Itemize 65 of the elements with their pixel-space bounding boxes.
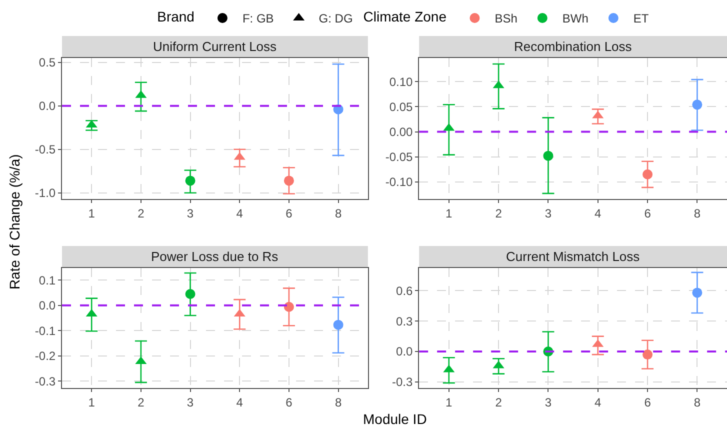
point [185, 176, 196, 186]
y-tick-label: 0.05 [389, 100, 414, 114]
y-tick-label: 0.00 [389, 124, 414, 139]
x-tick-label: 4 [594, 395, 602, 410]
x-tick-label: 2 [495, 206, 502, 220]
chart-title: Recombination Loss [514, 39, 632, 54]
y-tick-label: -0.10 [385, 175, 414, 190]
point [692, 288, 702, 298]
x-tick-label: 1 [88, 206, 96, 220]
point [284, 302, 294, 312]
y-tick-label: 0.0 [38, 298, 56, 313]
point [333, 320, 344, 330]
legend-label: ET [633, 12, 650, 26]
legend-label: BWh [562, 12, 588, 26]
y-tick-label: -1.0 [34, 186, 56, 200]
y-tick-label: -0.05 [385, 150, 414, 164]
y-tick-label: 0.1 [38, 273, 56, 288]
legend-label: G: DG [318, 12, 353, 26]
y-tick-label: -0.3 [34, 374, 56, 388]
x-tick-label: 3 [544, 395, 552, 410]
x-tick-label: 1 [446, 206, 453, 220]
x-tick-label: 8 [694, 395, 701, 410]
x-tick-label: 8 [334, 395, 342, 410]
y-tick-label: 0.10 [389, 74, 414, 89]
x-tick-label: 8 [694, 206, 701, 220]
legend-label: F: GB [242, 12, 274, 26]
x-tick-label: 3 [186, 206, 194, 220]
point [284, 176, 294, 186]
point [642, 350, 653, 360]
x-tick-label: 6 [644, 206, 652, 220]
legend-title: Climate Zone [363, 8, 447, 25]
y-tick-label: 0.6 [396, 284, 414, 298]
x-tick-label: 1 [88, 395, 96, 410]
y-tick-label: -0.5 [34, 142, 56, 157]
x-tick-label: 8 [334, 206, 342, 220]
y-tick-label: 0.0 [38, 99, 56, 114]
x-tick-label: 1 [446, 395, 453, 410]
y-tick-label: -0.1 [34, 324, 56, 338]
point [642, 169, 653, 180]
legend-label: BSh [494, 12, 518, 26]
x-tick-label: 2 [138, 206, 145, 220]
x-tick-label: 6 [286, 206, 293, 220]
chart-title: Current Mismatch Loss [506, 249, 640, 264]
legend-title: Brand [157, 8, 194, 25]
point [543, 150, 554, 161]
x-tick-label: 4 [236, 206, 244, 220]
x-axis-title: Module ID [363, 411, 427, 427]
point [692, 100, 702, 110]
x-tick-label: 4 [236, 395, 244, 410]
x-tick-label: 3 [544, 206, 552, 220]
chart-title: Uniform Current Loss [153, 39, 278, 54]
x-tick-label: 6 [644, 395, 652, 410]
y-tick-label: -0.3 [392, 375, 414, 390]
x-tick-label: 2 [138, 395, 145, 410]
y-tick-label: 0.0 [396, 344, 414, 359]
x-tick-label: 3 [186, 395, 194, 410]
point [185, 289, 196, 299]
x-tick-label: 2 [495, 395, 502, 410]
x-tick-label: 6 [286, 395, 293, 410]
y-tick-label: -0.2 [34, 349, 56, 364]
x-tick-label: 4 [594, 206, 602, 220]
chart-title: Power Loss due to Rs [151, 249, 279, 264]
y-tick-label: 0.5 [38, 56, 56, 70]
y-tick-label: 0.3 [396, 314, 414, 328]
y-axis-title: Rate of Change (%/a) [6, 154, 22, 290]
